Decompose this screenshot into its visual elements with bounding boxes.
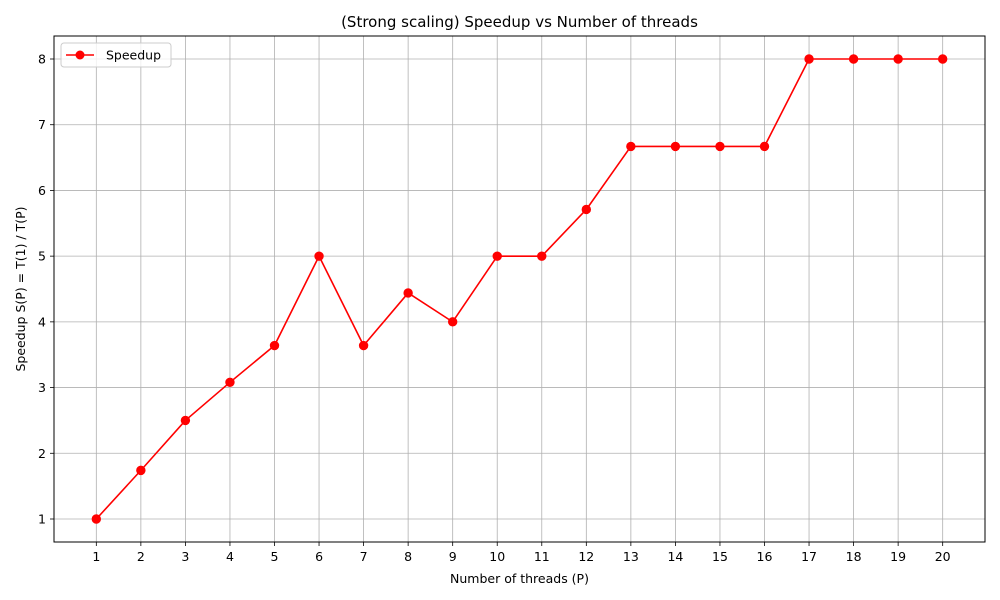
data-point bbox=[447, 317, 458, 327]
x-tick-label: 5 bbox=[271, 549, 279, 564]
y-tick-label: 8 bbox=[38, 52, 46, 67]
data-point bbox=[937, 54, 948, 64]
data-point bbox=[759, 141, 770, 152]
data-point bbox=[225, 377, 235, 388]
x-tick-label: 6 bbox=[315, 549, 323, 564]
data-point bbox=[269, 340, 280, 351]
x-tick-label: 11 bbox=[534, 549, 550, 564]
data-point bbox=[626, 141, 636, 152]
data-point bbox=[848, 54, 859, 64]
x-tick-label: 3 bbox=[181, 549, 189, 564]
y-tick-label: 3 bbox=[38, 380, 46, 395]
y-tick-label: 2 bbox=[38, 446, 46, 461]
x-tick-label: 4 bbox=[226, 549, 234, 564]
plot-area bbox=[54, 36, 985, 542]
x-tick-label: 8 bbox=[404, 549, 412, 564]
y-axis-label: Speedup S(P) = T(1) / T(P) bbox=[13, 206, 28, 371]
x-tick-label: 16 bbox=[757, 549, 773, 564]
x-tick-label: 18 bbox=[846, 549, 862, 564]
legend-label-speedup: Speedup bbox=[106, 48, 161, 63]
grid bbox=[54, 36, 985, 542]
chart-title: (Strong scaling) Speedup vs Number of th… bbox=[341, 13, 698, 31]
data-point bbox=[670, 141, 681, 152]
x-tick-label: 9 bbox=[449, 549, 457, 564]
x-tick-label: 12 bbox=[578, 549, 594, 564]
y-tick-label: 1 bbox=[38, 512, 46, 527]
x-tick-label: 19 bbox=[890, 549, 906, 564]
series-layer bbox=[91, 54, 948, 524]
y-tick-label: 7 bbox=[38, 117, 46, 132]
x-tick-label: 2 bbox=[137, 549, 145, 564]
data-point bbox=[180, 415, 191, 426]
x-tick-label: 1 bbox=[92, 549, 100, 564]
data-point bbox=[537, 251, 547, 261]
x-tick-label: 20 bbox=[935, 549, 951, 564]
x-tick-label: 10 bbox=[489, 549, 505, 564]
x-tick-label: 13 bbox=[623, 549, 639, 564]
y-tick-label: 5 bbox=[38, 249, 46, 264]
series-line-speedup bbox=[95, 58, 943, 520]
x-tick-label: 7 bbox=[360, 549, 368, 564]
y-axis-ticks: 1 2 3 4 5 6 7 8 bbox=[38, 52, 54, 527]
x-axis-ticks: 1 2 3 4 5 6 7 8 9 10 11 12 13 14 15 16 17 18 19 20 bbox=[92, 542, 951, 564]
legend-marker-speedup bbox=[75, 50, 85, 60]
x-tick-label: 15 bbox=[712, 549, 728, 564]
data-point bbox=[136, 465, 146, 476]
x-tick-label: 14 bbox=[667, 549, 683, 564]
data-point bbox=[715, 141, 725, 152]
y-tick-label: 4 bbox=[38, 314, 46, 329]
data-point bbox=[314, 251, 324, 261]
plot-frame bbox=[53, 35, 986, 543]
data-point bbox=[91, 514, 102, 524]
data-point bbox=[893, 54, 903, 64]
data-point bbox=[492, 251, 502, 261]
y-tick-label: 6 bbox=[38, 183, 46, 198]
data-point bbox=[581, 204, 592, 215]
legend-box bbox=[60, 42, 172, 68]
x-tick-label: 17 bbox=[801, 549, 817, 564]
data-point bbox=[403, 288, 413, 298]
x-axis-label: Number of threads (P) bbox=[450, 571, 589, 586]
legend: Speedup bbox=[60, 42, 172, 68]
data-point bbox=[804, 54, 814, 64]
data-point bbox=[358, 340, 369, 351]
